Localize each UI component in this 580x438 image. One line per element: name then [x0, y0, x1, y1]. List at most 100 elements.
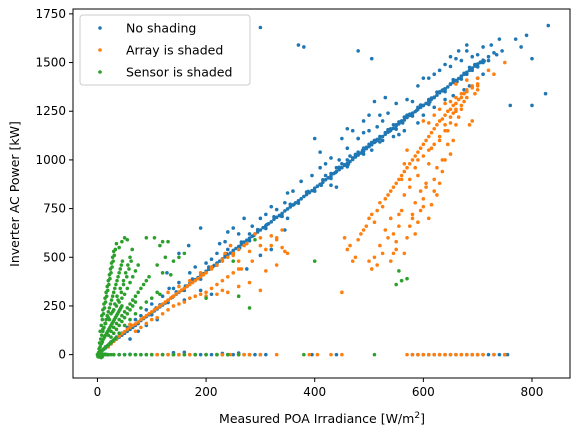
data-point — [120, 331, 124, 336]
data-point — [130, 323, 135, 328]
data-point — [312, 259, 317, 263]
data-point — [253, 352, 257, 357]
data-point — [110, 294, 115, 299]
data-point — [130, 274, 135, 279]
data-point — [144, 313, 149, 318]
data-point — [448, 115, 453, 119]
data-point — [144, 236, 149, 240]
data-point — [128, 308, 132, 312]
data-point — [158, 304, 162, 308]
data-point — [437, 138, 442, 143]
y-tick-label: 1250 — [35, 104, 66, 118]
legend-box — [79, 14, 251, 86]
data-point — [456, 97, 461, 102]
data-point — [416, 105, 420, 110]
data-point — [489, 43, 494, 47]
data-point — [255, 227, 260, 232]
data-point — [272, 214, 276, 219]
data-point — [198, 352, 203, 357]
data-point — [182, 352, 187, 357]
data-point — [236, 247, 241, 252]
data-point — [416, 173, 420, 178]
data-point — [120, 313, 124, 318]
data-point — [258, 243, 263, 248]
data-point — [141, 315, 146, 320]
data-point — [193, 294, 198, 299]
data-point — [155, 263, 159, 267]
data-point — [372, 220, 377, 225]
data-point — [147, 311, 151, 316]
data-point — [272, 217, 276, 222]
data-point — [247, 236, 252, 240]
data-point — [118, 286, 123, 291]
data-point — [443, 97, 447, 102]
data-point — [454, 101, 458, 106]
data-point — [397, 120, 401, 124]
data-point — [187, 278, 192, 283]
data-point — [386, 128, 390, 133]
data-point — [124, 274, 129, 279]
data-point — [356, 136, 360, 141]
data-point — [397, 269, 401, 273]
data-point — [443, 88, 447, 92]
data-point — [345, 146, 350, 151]
data-point — [350, 156, 355, 160]
data-point — [114, 327, 119, 332]
data-point — [421, 113, 426, 117]
data-point — [109, 311, 113, 316]
data-point — [546, 23, 551, 28]
data-point — [445, 142, 450, 147]
data-point — [378, 134, 382, 139]
data-point — [120, 259, 125, 263]
data-point — [337, 165, 341, 170]
data-point — [117, 334, 121, 338]
data-point — [443, 62, 447, 67]
data-point — [470, 352, 475, 357]
data-point — [326, 176, 331, 180]
data-point — [187, 296, 192, 300]
data-point — [424, 185, 428, 189]
data-point — [220, 257, 225, 262]
data-point — [399, 173, 404, 178]
x-axis: 0 200 400 600 800 — [94, 378, 543, 399]
data-point — [117, 271, 121, 275]
data-point — [226, 230, 230, 234]
data-point — [247, 352, 252, 357]
data-point — [133, 311, 138, 316]
data-point — [201, 273, 206, 277]
data-point — [302, 352, 306, 357]
data-point — [120, 319, 124, 324]
data-point — [399, 177, 404, 182]
data-point — [443, 158, 447, 162]
data-point — [329, 352, 333, 357]
data-point — [369, 212, 374, 217]
data-point — [119, 263, 124, 267]
data-point — [108, 267, 113, 271]
data-point — [204, 290, 208, 295]
data-point — [454, 56, 458, 61]
data-point — [127, 267, 131, 271]
data-point — [109, 335, 113, 339]
data-point — [407, 112, 412, 116]
data-point — [530, 103, 534, 108]
data-point — [383, 95, 388, 100]
data-point — [329, 183, 333, 188]
data-point — [416, 84, 420, 88]
data-point — [182, 300, 187, 304]
data-point — [139, 317, 143, 322]
data-point — [445, 85, 450, 89]
data-point — [443, 352, 447, 357]
data-point — [116, 274, 120, 279]
data-point — [497, 352, 502, 357]
y-tick-label: 0 — [58, 348, 66, 362]
data-point — [448, 121, 453, 125]
data-point — [456, 49, 461, 53]
data-point — [405, 113, 409, 117]
data-point — [462, 99, 466, 104]
data-point — [280, 245, 284, 250]
data-point — [258, 25, 263, 30]
data-point — [454, 95, 458, 100]
data-point — [348, 243, 352, 248]
data-point — [209, 286, 214, 291]
data-point — [383, 228, 388, 232]
